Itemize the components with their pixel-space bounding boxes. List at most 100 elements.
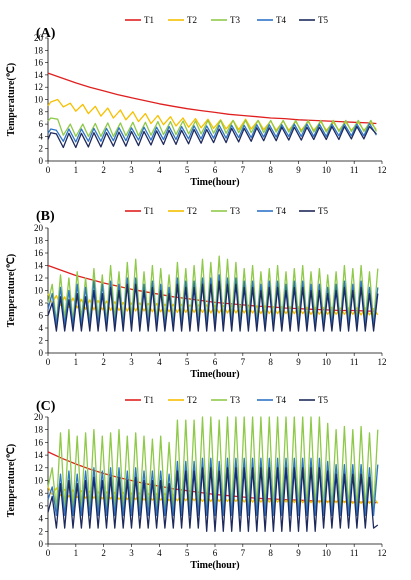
series-line-T1 xyxy=(47,72,377,125)
x-tick-label: 7 xyxy=(241,548,246,558)
y-tick-label: 8 xyxy=(39,107,44,117)
y-tick-label: 0 xyxy=(39,348,44,358)
x-tick-label: 1 xyxy=(74,548,79,558)
legend-label-T3: T3 xyxy=(230,395,240,405)
x-tick-label: 5 xyxy=(185,357,190,367)
x-tick-label: 6 xyxy=(213,357,218,367)
y-tick-label: 2 xyxy=(39,144,44,154)
legend-label-T2: T2 xyxy=(187,395,197,405)
y-tick-label: 18 xyxy=(34,236,44,246)
x-tick-label: 9 xyxy=(296,548,301,558)
y-tick-label: 18 xyxy=(34,425,44,435)
legend-label-T1: T1 xyxy=(144,206,154,216)
y-tick-label: 20 xyxy=(34,412,44,422)
legend-label-T2: T2 xyxy=(187,206,197,216)
series-line-T4 xyxy=(47,457,379,517)
x-tick-label: 0 xyxy=(46,548,51,558)
legend-label-T5: T5 xyxy=(318,206,328,216)
y-tick-label: 16 xyxy=(34,437,44,447)
x-tick-label: 11 xyxy=(350,357,359,367)
y-tick-label: 6 xyxy=(39,501,44,511)
y-tick-label: 12 xyxy=(34,463,43,473)
x-axis-label: Time(hour) xyxy=(190,177,239,188)
y-tick-label: 8 xyxy=(39,488,44,498)
x-axis-label: Time(hour) xyxy=(190,369,239,380)
series-line-T5 xyxy=(47,125,377,149)
y-tick-label: 20 xyxy=(34,223,44,233)
legend-label-T5: T5 xyxy=(318,15,328,25)
y-axis-label: Temperature(℃) xyxy=(6,63,17,136)
x-tick-label: 7 xyxy=(241,357,246,367)
series-line-T3 xyxy=(47,416,379,510)
x-tick-label: 3 xyxy=(129,548,134,558)
x-tick-label: 5 xyxy=(185,165,190,175)
y-tick-label: 12 xyxy=(34,273,43,283)
y-tick-label: 14 xyxy=(34,450,44,460)
series-line-T5 xyxy=(47,280,379,332)
x-tick-label: 1 xyxy=(74,357,79,367)
y-tick-label: 8 xyxy=(39,298,44,308)
x-tick-label: 10 xyxy=(322,357,332,367)
legend-label-T4: T4 xyxy=(276,395,286,405)
y-tick-label: 4 xyxy=(39,323,44,333)
x-tick-label: 6 xyxy=(213,548,218,558)
x-tick-label: 8 xyxy=(268,548,273,558)
legend-label-T1: T1 xyxy=(144,15,154,25)
x-tick-label: 7 xyxy=(241,165,246,175)
x-tick-label: 5 xyxy=(185,548,190,558)
y-tick-label: 4 xyxy=(39,131,44,141)
x-tick-label: 9 xyxy=(296,165,301,175)
y-axis-label: Temperature(℃) xyxy=(6,254,17,327)
y-tick-label: 14 xyxy=(34,261,44,271)
x-tick-label: 4 xyxy=(157,548,162,558)
y-tick-label: 18 xyxy=(34,45,44,55)
y-tick-label: 2 xyxy=(39,526,44,536)
series-line-T3 xyxy=(47,117,377,138)
y-tick-label: 16 xyxy=(34,58,44,68)
x-tick-label: 12 xyxy=(378,548,387,558)
x-tick-label: 4 xyxy=(157,357,162,367)
x-tick-label: 4 xyxy=(157,165,162,175)
x-tick-label: 0 xyxy=(46,165,51,175)
x-tick-label: 8 xyxy=(268,165,273,175)
legend-label-T3: T3 xyxy=(230,206,240,216)
y-tick-label: 10 xyxy=(34,476,44,486)
x-tick-label: 10 xyxy=(322,165,332,175)
y-tick-label: 0 xyxy=(39,156,44,166)
y-axis-label: Temperature(℃) xyxy=(6,444,17,517)
series-line-T5 xyxy=(47,467,379,532)
panel-label: (B) xyxy=(36,209,55,224)
x-tick-label: 12 xyxy=(378,165,387,175)
legend-label-T2: T2 xyxy=(187,15,197,25)
series-line-T2 xyxy=(47,98,377,131)
y-tick-label: 10 xyxy=(34,286,44,296)
x-tick-label: 9 xyxy=(296,357,301,367)
x-tick-label: 11 xyxy=(350,165,359,175)
y-tick-label: 10 xyxy=(34,95,44,105)
x-tick-label: 11 xyxy=(350,548,359,558)
x-tick-label: 2 xyxy=(101,357,106,367)
x-tick-label: 0 xyxy=(46,357,51,367)
y-tick-label: 16 xyxy=(34,248,44,258)
y-tick-label: 6 xyxy=(39,119,44,129)
panel-label: (C) xyxy=(36,399,56,414)
x-tick-label: 3 xyxy=(129,165,134,175)
x-tick-label: 1 xyxy=(74,165,79,175)
y-tick-label: 2 xyxy=(39,336,44,346)
legend-label-T4: T4 xyxy=(276,206,286,216)
legend-label-T5: T5 xyxy=(318,395,328,405)
y-tick-label: 4 xyxy=(39,514,44,524)
x-tick-label: 10 xyxy=(322,548,332,558)
legend-label-T4: T4 xyxy=(276,15,286,25)
panel-label: (A) xyxy=(36,26,56,41)
x-tick-label: 3 xyxy=(129,357,134,367)
y-tick-label: 20 xyxy=(34,33,44,43)
x-tick-label: 2 xyxy=(101,548,106,558)
y-tick-label: 6 xyxy=(39,311,44,321)
x-tick-label: 8 xyxy=(268,357,273,367)
legend-label-T1: T1 xyxy=(144,395,154,405)
